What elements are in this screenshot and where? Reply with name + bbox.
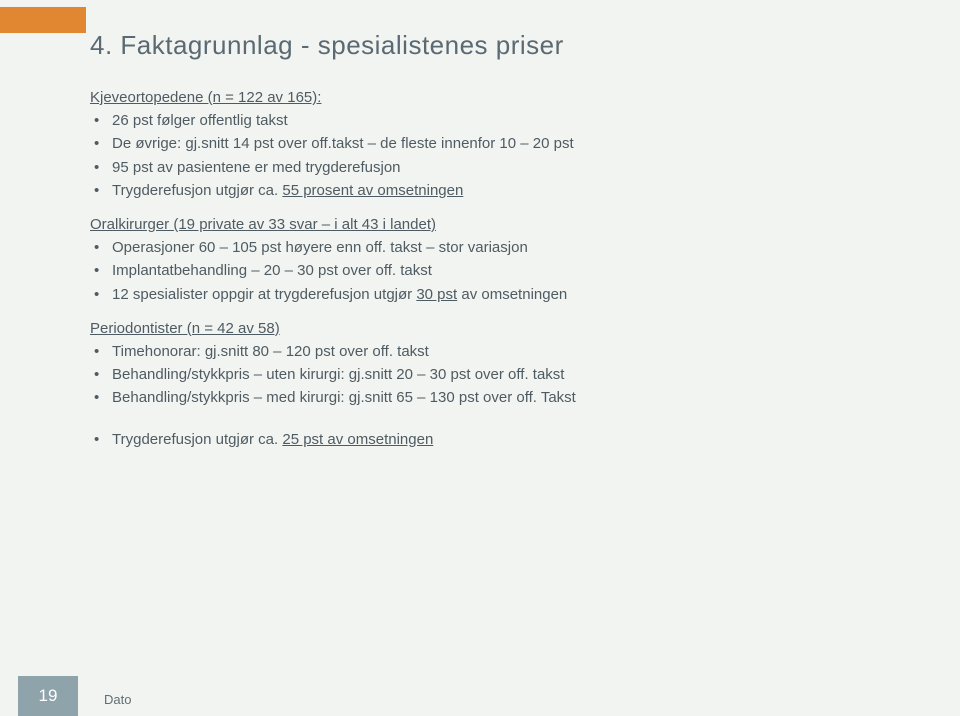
text-underline: 25 pst av omsetningen — [282, 431, 433, 448]
bullet-list: Trygderefusjon utgjør ca. 25 pst av omse… — [90, 428, 900, 451]
section-heading: Periodontister (n = 42 av 58) — [90, 320, 900, 337]
list-item: 26 pst følger offentlig takst — [90, 109, 900, 132]
text-pre: Trygderefusjon utgjør ca. — [112, 431, 282, 448]
footer-date-label: Dato — [104, 692, 131, 707]
section-heading: Oralkirurger (19 private av 33 svar – i … — [90, 216, 900, 233]
list-item: Implantatbehandling – 20 – 30 pst over o… — [90, 259, 900, 282]
list-item: Trygderefusjon utgjør ca. 55 prosent av … — [90, 179, 900, 202]
list-item: 95 pst av pasientene er med trygderefusj… — [90, 156, 900, 179]
list-item: Behandling/stykkpris – uten kirurgi: gj.… — [90, 363, 900, 386]
slide-footer: 19 Dato — [0, 676, 960, 716]
list-item: Operasjoner 60 – 105 pst høyere enn off.… — [90, 236, 900, 259]
list-item: Trygderefusjon utgjør ca. 25 pst av omse… — [90, 428, 900, 451]
bullet-list: Operasjoner 60 – 105 pst høyere enn off.… — [90, 236, 900, 306]
accent-bar — [0, 7, 86, 33]
text-pre: 12 spesialister oppgir at trygderefusjon… — [112, 286, 416, 303]
list-item: Timehonorar: gj.snitt 80 – 120 pst over … — [90, 340, 900, 363]
text-underline: 30 pst — [416, 286, 457, 303]
section-heading: Kjeveortopedene (n = 122 av 165): — [90, 89, 900, 106]
slide-title: 4. Faktagrunnlag - spesialistenes priser — [90, 30, 900, 61]
text-underline: 55 prosent av omsetningen — [282, 182, 463, 199]
slide-page: 4. Faktagrunnlag - spesialistenes priser… — [0, 0, 960, 716]
page-number: 19 — [39, 686, 58, 706]
list-item: 12 spesialister oppgir at trygderefusjon… — [90, 283, 900, 306]
bullet-list: Timehonorar: gj.snitt 80 – 120 pst over … — [90, 340, 900, 410]
list-item: Behandling/stykkpris – med kirurgi: gj.s… — [90, 386, 900, 409]
bullet-list: 26 pst følger offentlig takst De øvrige:… — [90, 109, 900, 202]
page-number-box: 19 — [18, 676, 78, 716]
slide-content: 4. Faktagrunnlag - spesialistenes priser… — [90, 30, 900, 465]
text-pre: Trygderefusjon utgjør ca. — [112, 182, 282, 199]
text-post: av omsetningen — [457, 286, 567, 303]
list-item: De øvrige: gj.snitt 14 pst over off.taks… — [90, 132, 900, 155]
